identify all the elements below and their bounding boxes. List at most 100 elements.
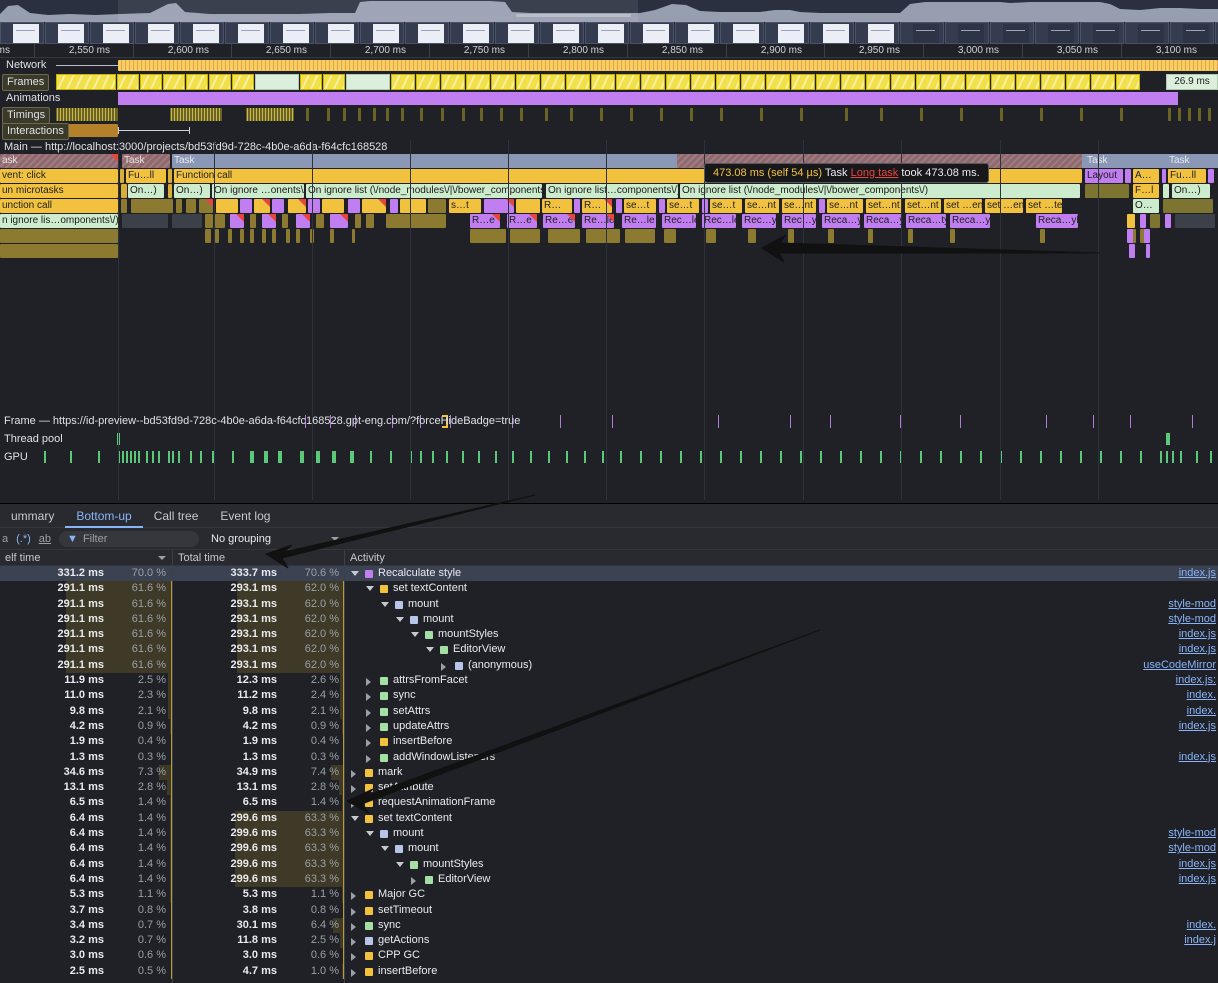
table-row[interactable]: 291.1 ms 61.6 % 293.1 ms 62.0 % mountStyles i… (0, 627, 1218, 643)
timing-marker[interactable] (800, 108, 803, 121)
frame-block[interactable] (117, 74, 139, 90)
flame-block[interactable] (510, 229, 540, 243)
frame-block[interactable] (323, 74, 345, 90)
flame-block[interactable]: Re…le (582, 214, 614, 228)
gpu-activity-tick[interactable] (332, 451, 336, 463)
table-row[interactable]: 6.5 ms 1.4 % 6.5 ms 1.4 % requestAnimationFr… (0, 795, 1218, 811)
table-row[interactable]: 5.3 ms 1.1 % 5.3 ms 1.1 % Major GC (0, 887, 1218, 903)
flame-block[interactable] (1040, 229, 1045, 243)
table-row[interactable]: 3.2 ms 0.7 % 11.8 ms 2.5 % getActions index.j (0, 933, 1218, 949)
gpu-activity-tick[interactable] (122, 451, 124, 463)
gpu-activity-tick[interactable] (1100, 451, 1102, 463)
flame-block[interactable] (1129, 244, 1135, 258)
source-link[interactable]: index.js (1178, 643, 1216, 656)
flame-block[interactable]: Rec…yle (782, 214, 816, 228)
gpu-activity-tick[interactable] (1160, 451, 1162, 463)
flame-block[interactable]: Fu…ll (126, 169, 166, 183)
table-row[interactable]: 11.9 ms 2.5 % 12.3 ms 2.6 % attrsFromFacet in… (0, 673, 1218, 689)
gpu-activity-tick[interactable] (660, 451, 662, 463)
table-row[interactable]: 9.8 ms 2.1 % 9.8 ms 2.1 % setAttrs index. (0, 703, 1218, 719)
gpu-activity-tick[interactable] (760, 451, 762, 463)
gpu-activity-tick[interactable] (70, 451, 72, 463)
gpu-activity-tick[interactable] (350, 451, 354, 463)
details-tabbar[interactable]: ummary Bottom-up Call tree Event log (0, 504, 1218, 528)
gpu-activity-tick[interactable] (316, 451, 320, 463)
chevron-right-icon[interactable] (366, 678, 371, 687)
flame-block[interactable] (296, 229, 300, 243)
animation-bar[interactable] (118, 92, 1178, 105)
timing-marker[interactable] (1120, 108, 1123, 121)
gpu-activity-tick[interactable] (602, 451, 604, 463)
frame-block[interactable] (346, 74, 390, 90)
flame-block[interactable]: Task (1167, 154, 1215, 168)
flame-block[interactable]: se…t (667, 199, 699, 213)
gpu-activity-tick[interactable] (152, 451, 154, 463)
filmstrip-frame[interactable] (315, 22, 359, 44)
filmstrip-frame[interactable] (270, 22, 314, 44)
flame-block[interactable] (121, 184, 127, 198)
column-activity[interactable]: Activity (344, 550, 1218, 566)
flame-block[interactable]: unction call (0, 199, 118, 213)
frame-block[interactable] (1091, 74, 1115, 90)
flame-block[interactable] (362, 199, 386, 213)
gpu-activity-tick[interactable] (134, 451, 136, 463)
flame-block[interactable] (230, 214, 244, 228)
flame-block[interactable] (240, 199, 252, 213)
chevron-right-icon[interactable] (366, 693, 371, 702)
chevron-down-icon[interactable] (396, 616, 404, 622)
flame-block[interactable]: Reca…yle (1036, 214, 1078, 228)
flame-block[interactable]: O… (1133, 199, 1159, 213)
gpu-activity-tick[interactable] (420, 451, 422, 463)
chevron-right-icon[interactable] (366, 739, 371, 748)
chevron-right-icon[interactable] (366, 708, 371, 717)
network-request-bar[interactable] (118, 60, 1218, 71)
frame-block[interactable] (441, 74, 465, 90)
flame-block[interactable]: vent: click (0, 169, 118, 183)
tab-bottom-up[interactable]: Bottom-up (65, 504, 142, 528)
track-animations[interactable]: Animations (0, 91, 1218, 106)
timing-marker[interactable] (1080, 108, 1083, 121)
flame-block[interactable] (1140, 214, 1146, 228)
filmstrip-frame[interactable] (225, 22, 269, 44)
flame-block[interactable] (215, 229, 219, 243)
chevron-right-icon[interactable] (351, 907, 356, 916)
interaction-bar[interactable] (56, 124, 118, 137)
flame-block[interactable]: On ignore list (\/node_modules\/|\/bower… (306, 184, 542, 198)
gpu-activity-tick[interactable] (126, 451, 128, 463)
chevron-right-icon[interactable] (351, 785, 356, 794)
table-row[interactable]: 3.4 ms 0.7 % 30.1 ms 6.4 % sync index. (0, 917, 1218, 934)
timing-marker[interactable] (570, 108, 573, 121)
filmstrip-frame[interactable] (450, 22, 494, 44)
gpu-activity-tick[interactable] (264, 451, 268, 463)
timing-marker[interactable] (306, 108, 309, 121)
flame-block[interactable] (908, 229, 913, 243)
frame-block[interactable] (255, 74, 299, 90)
chevron-right-icon[interactable] (411, 876, 416, 885)
flame-block[interactable] (1208, 169, 1214, 183)
filmstrip-frame[interactable] (135, 22, 179, 44)
frame-block[interactable] (716, 74, 740, 90)
flame-block[interactable] (574, 199, 580, 213)
chevron-down-icon[interactable] (426, 647, 434, 653)
gpu-activity-tick[interactable] (200, 451, 202, 463)
timing-marker[interactable] (373, 108, 376, 121)
timing-marker[interactable] (420, 108, 423, 121)
flame-block[interactable] (1163, 199, 1213, 213)
gpu-activity-tick[interactable] (1040, 451, 1042, 463)
gpu-activity-tick[interactable] (1166, 451, 1168, 463)
flame-block[interactable] (548, 229, 580, 243)
flame-block[interactable] (199, 199, 213, 213)
source-link[interactable]: index.js (1178, 567, 1216, 579)
flame-block[interactable]: Fu…ll (1168, 169, 1206, 183)
flame-block[interactable] (216, 199, 238, 213)
flame-block[interactable] (1144, 229, 1150, 243)
data-icon[interactable]: a (2, 532, 9, 545)
timing-marker[interactable] (500, 108, 503, 121)
table-row[interactable]: 34.6 ms 7.3 % 34.9 ms 7.4 % mark (0, 764, 1218, 781)
flame-block[interactable]: R…e (507, 214, 537, 228)
table-header[interactable]: elf time Total time Activity (0, 550, 1218, 566)
table-row[interactable]: 6.4 ms 1.4 % 299.6 ms 63.3 % EditorView index… (0, 871, 1218, 888)
gpu-activity-tick[interactable] (172, 451, 174, 463)
frame-block[interactable] (816, 74, 840, 90)
flame-block[interactable] (1162, 169, 1166, 183)
